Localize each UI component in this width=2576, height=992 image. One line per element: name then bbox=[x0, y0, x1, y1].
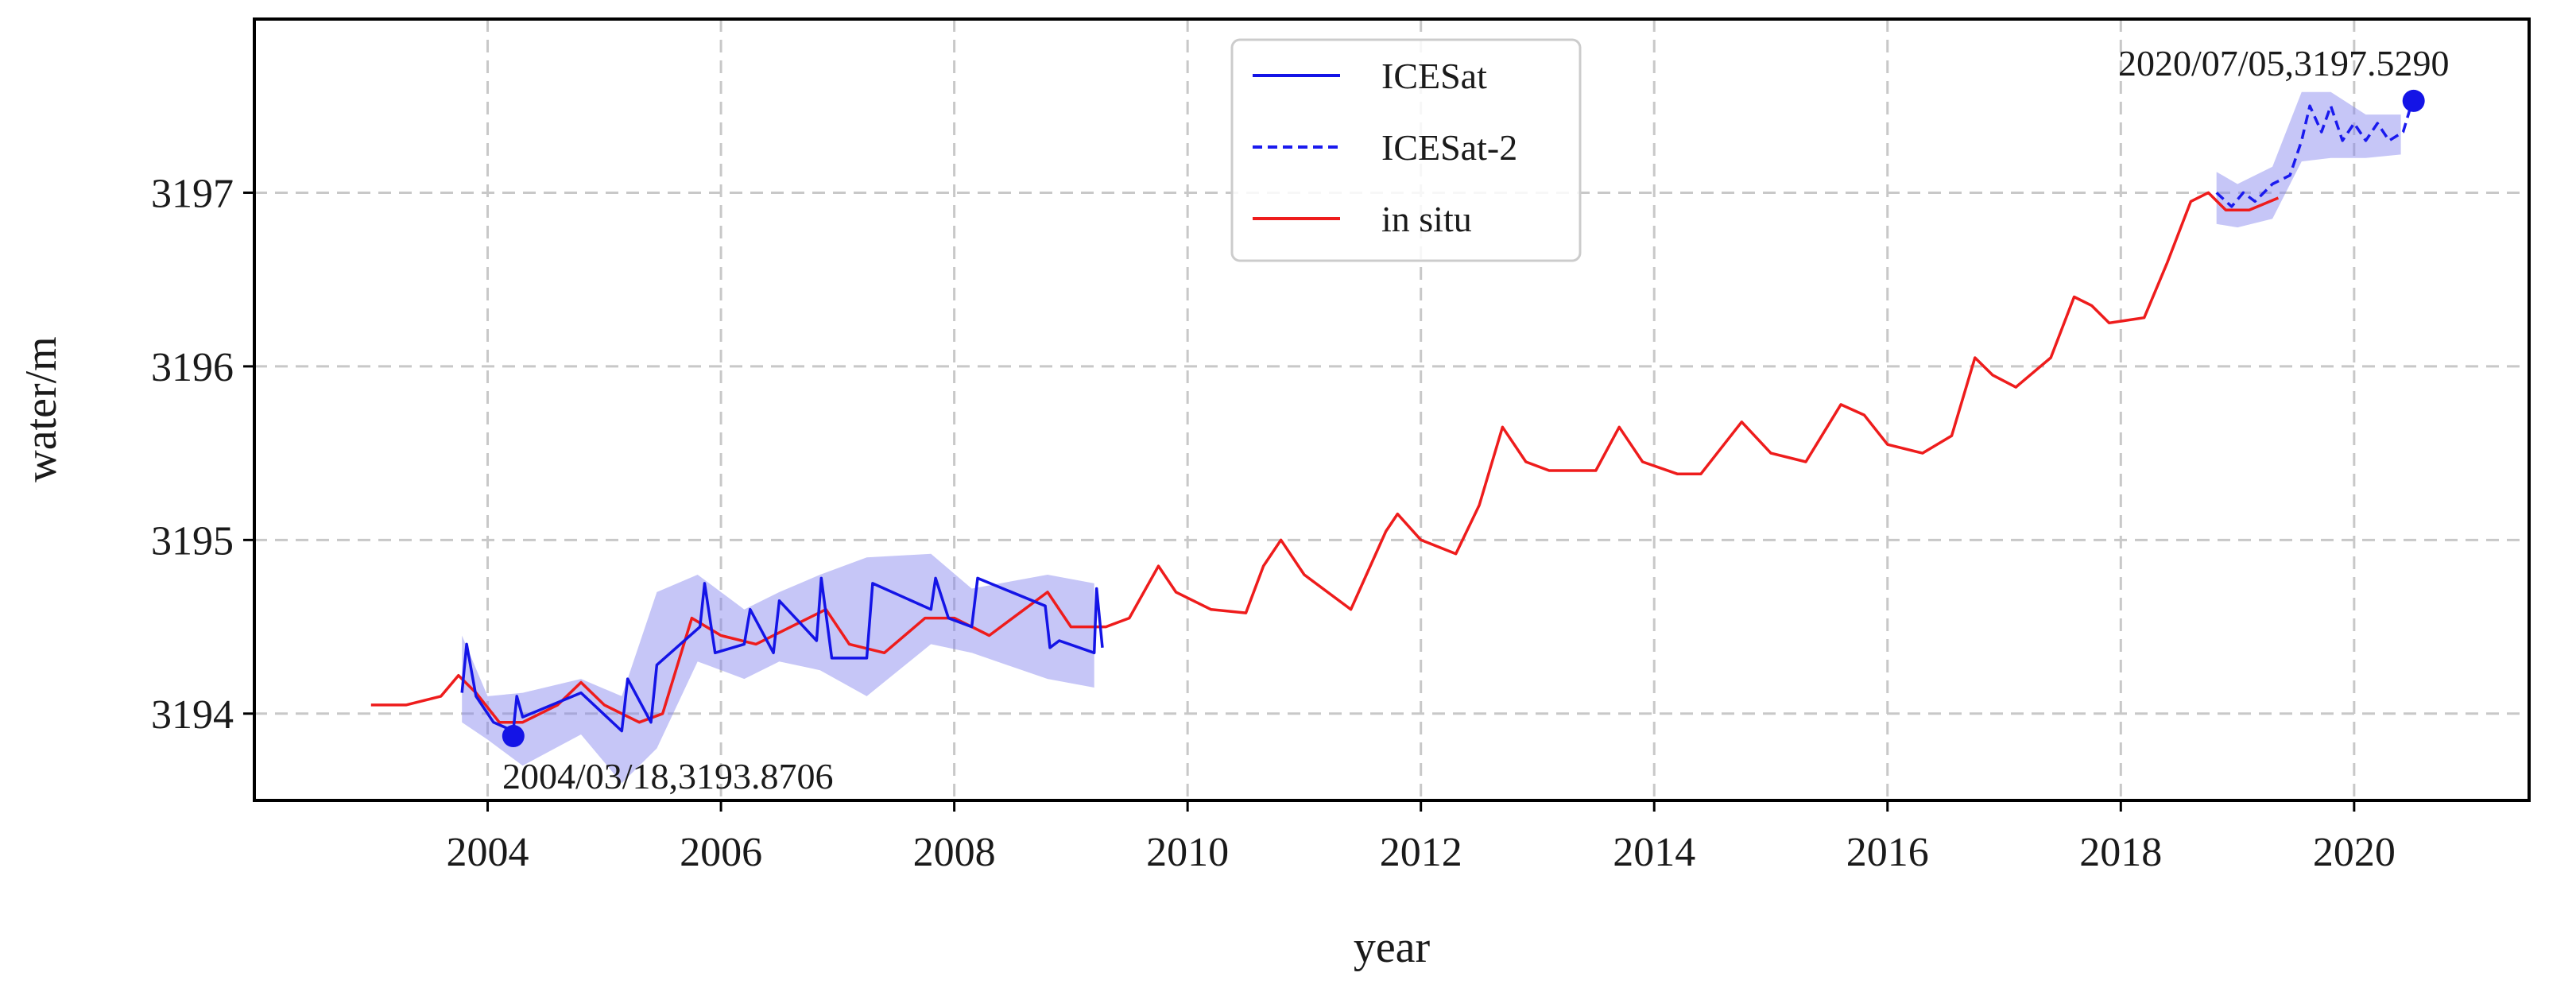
legend-label-icesat2: ICESat-2 bbox=[1381, 127, 1517, 168]
y-tick-label: 3196 bbox=[151, 345, 234, 390]
x-tick-label: 2006 bbox=[680, 830, 762, 875]
series-line-icesat bbox=[460, 576, 1104, 733]
x-tick-label: 2014 bbox=[1613, 830, 1695, 875]
y-axis-label: water/m bbox=[17, 336, 66, 482]
x-tick-label: 2018 bbox=[2079, 830, 2162, 875]
annotation-point bbox=[502, 725, 525, 748]
x-tick-label: 2008 bbox=[913, 830, 996, 875]
annotation-point bbox=[2402, 89, 2425, 112]
y-axis-ticks: 3194 3195 3196 3197 bbox=[151, 171, 254, 738]
series-lines bbox=[370, 100, 2414, 733]
plot-frame bbox=[253, 17, 2531, 802]
x-tick-label: 2016 bbox=[1846, 830, 1929, 875]
annotation-max-label: 2020/07/05,3197.5290 bbox=[2118, 43, 2450, 83]
legend-label-icesat: ICESat bbox=[1381, 56, 1487, 96]
x-tick-label: 2010 bbox=[1146, 830, 1229, 875]
legend-frame bbox=[1230, 38, 1582, 262]
legend-label-insitu: in situ bbox=[1381, 199, 1472, 239]
y-tick-label: 3194 bbox=[151, 692, 234, 738]
x-tick-label: 2012 bbox=[1380, 830, 1462, 875]
y-tick-label: 3195 bbox=[151, 518, 234, 564]
annotation-min-label: 2004/03/18,3193.8706 bbox=[502, 756, 834, 796]
x-tick-label: 2004 bbox=[447, 830, 529, 875]
uncertainty-band bbox=[462, 553, 1094, 784]
x-axis-label: year bbox=[1354, 923, 1431, 972]
series-line-in-situ bbox=[370, 191, 2280, 724]
x-axis-ticks: 2004 2006 2008 2010 2012 2014 2016 2018 2020 bbox=[447, 800, 2396, 875]
x-tick-label: 2020 bbox=[2313, 830, 2396, 875]
legend: ICESat ICESat-2 in situ bbox=[1230, 38, 1582, 262]
y-tick-label: 3197 bbox=[151, 171, 234, 216]
annotation-markers bbox=[502, 89, 2425, 748]
series-line-icesat-2 bbox=[2215, 100, 2414, 208]
